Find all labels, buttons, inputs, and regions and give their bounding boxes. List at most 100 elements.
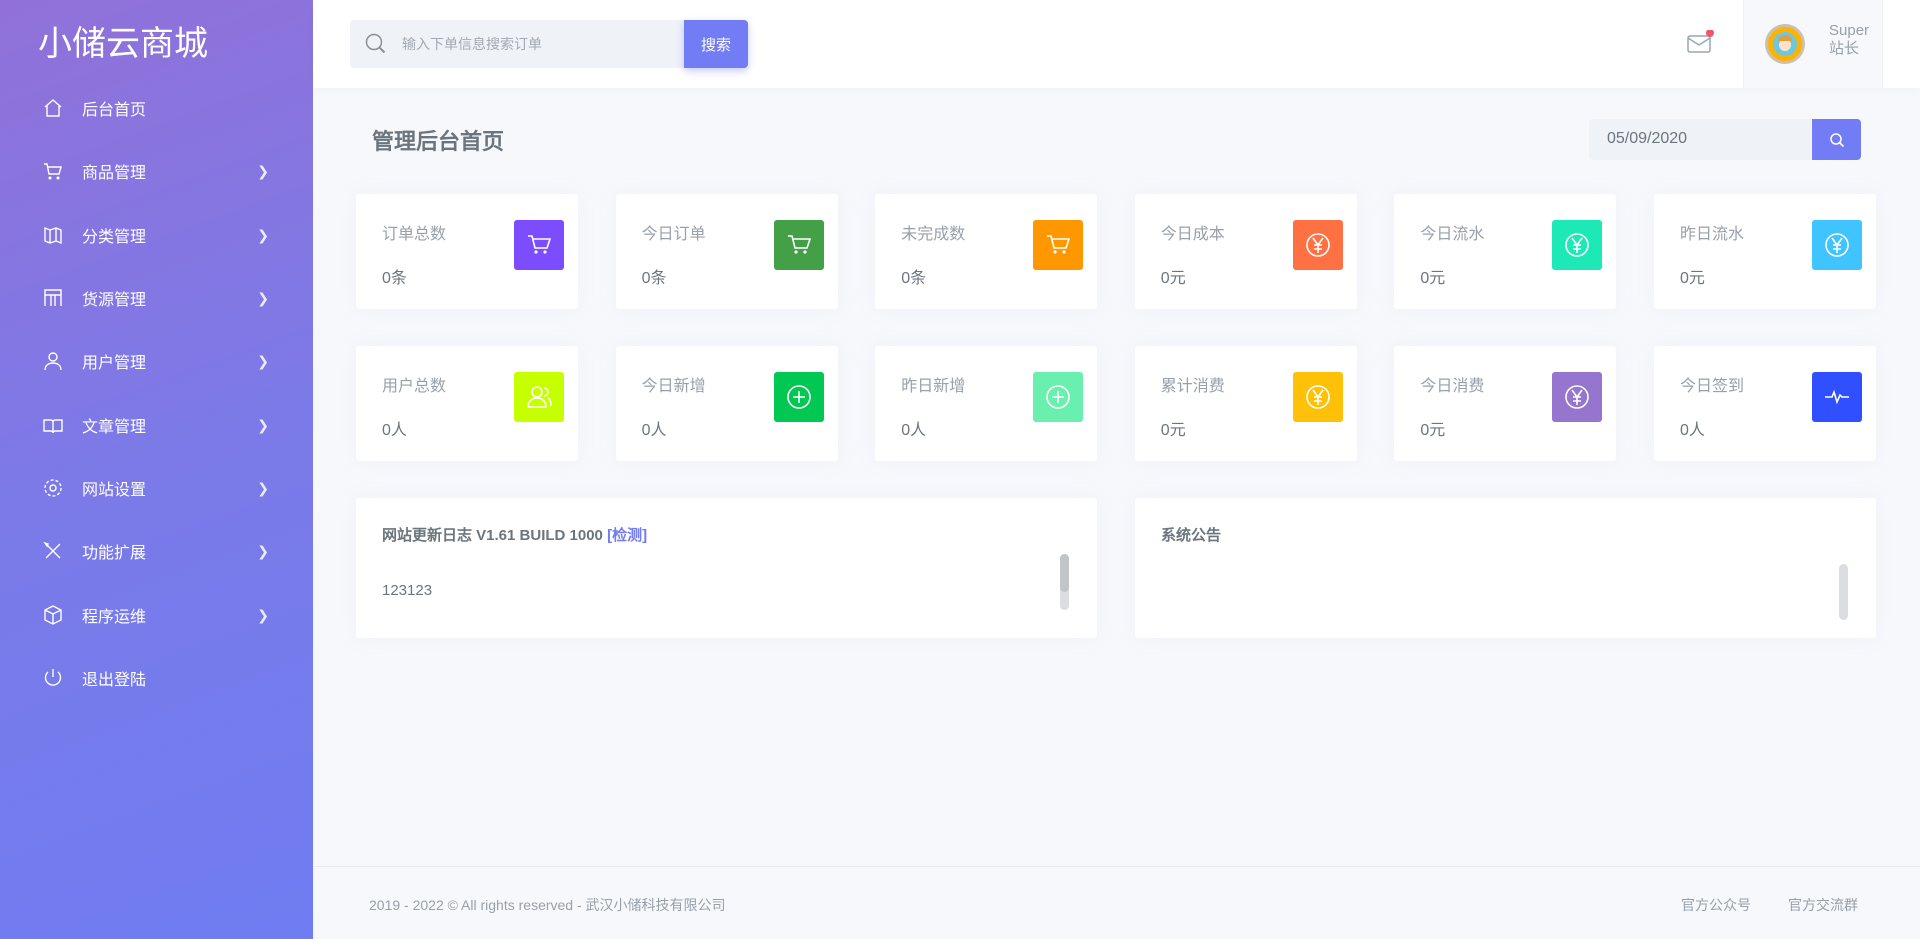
user-role: 站长 [1829, 40, 1860, 57]
cart-icon [42, 160, 64, 182]
stat-value: 0人 [382, 422, 407, 439]
yen-icon [1552, 372, 1603, 422]
stat-label: 订单总数 [382, 226, 447, 243]
map-icon [42, 224, 64, 246]
stat-label: 今日签到 [1680, 378, 1745, 395]
stat-label: 今日消费 [1420, 378, 1485, 395]
chevron-right-icon: ❯ [257, 606, 269, 623]
user-menu[interactable]: Super 站长 [1743, 0, 1883, 88]
search-icon [365, 33, 386, 54]
stat-card: 今日成本 0元 [1134, 194, 1357, 309]
stat-label: 用户总数 [382, 378, 447, 395]
stat-value: 0人 [1680, 422, 1705, 439]
sidebar-item-4[interactable]: 用户管理 ❯ [0, 336, 313, 386]
yen-icon [1552, 220, 1603, 270]
stat-label: 今日订单 [641, 226, 706, 243]
stat-card: 今日订单 0条 [615, 194, 838, 309]
chevron-right-icon: ❯ [257, 352, 269, 369]
stat-value: 0条 [382, 270, 407, 287]
sidebar-item-2[interactable]: 分类管理 ❯ [0, 210, 313, 260]
check-update-link[interactable]: [检测] [607, 527, 648, 544]
stat-card: 昨日流水 0元 [1654, 194, 1876, 309]
footer-link-wechat[interactable]: 官方公众号 [1681, 897, 1751, 913]
stat-value: 0条 [901, 270, 927, 287]
sidebar-item-0[interactable]: 后台首页 [0, 83, 313, 133]
stat-card: 今日消费 0元 [1394, 346, 1617, 461]
chevron-right-icon: ❯ [257, 289, 269, 306]
stat-value: 0人 [641, 422, 667, 439]
top-header: 输入下单信息搜索订单 搜索 Super 站长 [313, 0, 1920, 88]
stat-label: 今日流水 [1420, 226, 1485, 243]
yen-icon [1812, 220, 1862, 270]
stat-value: 0元 [1420, 422, 1446, 439]
user-name: Super [1829, 22, 1870, 39]
date-picker-input[interactable]: 05/09/2020 [1589, 119, 1811, 160]
sidebar-item-label: 后台首页 [82, 102, 147, 119]
stat-label: 昨日流水 [1680, 226, 1745, 243]
notice-title: 系统公告 [1161, 527, 1222, 544]
gear-icon [42, 477, 64, 499]
chevron-right-icon: ❯ [257, 542, 269, 559]
sidebar-item-label: 程序运维 [82, 609, 147, 626]
search-icon [1829, 132, 1844, 147]
sidebar-item-label: 用户管理 [82, 355, 147, 372]
home-icon [42, 97, 64, 119]
cart-icon [773, 220, 824, 270]
stat-card: 昨日新增 0人 [875, 346, 1098, 461]
chevron-right-icon: ❯ [257, 416, 269, 433]
sidebar-item-label: 文章管理 [82, 419, 147, 436]
sidebar-item-6[interactable]: 网站设置 ❯ [0, 463, 313, 513]
order-search-input[interactable]: 输入下单信息搜索订单 [350, 20, 684, 68]
stat-value: 0元 [1680, 270, 1705, 287]
box-icon [42, 604, 64, 626]
stat-card: 今日流水 0元 [1394, 194, 1617, 309]
pulse-icon [1812, 372, 1862, 422]
copyright: 2019 - 2022 © All rights reserved - 武汉小储… [369, 897, 726, 913]
book-icon [42, 414, 64, 436]
changelog-title: 网站更新日志 V1.61 BUILD 1000 [382, 527, 603, 544]
scrollbar[interactable] [1839, 564, 1848, 620]
yen-icon [1292, 372, 1343, 422]
sidebar-item-label: 货源管理 [82, 292, 147, 309]
notice-panel: 系统公告 [1135, 498, 1876, 638]
stat-label: 昨日新增 [901, 378, 966, 395]
scrollbar[interactable] [1060, 554, 1069, 610]
sidebar-item-3[interactable]: 货源管理 ❯ [0, 273, 313, 323]
sidebar-item-label: 商品管理 [82, 165, 147, 182]
brand-logo[interactable]: 小储云商城 [38, 25, 208, 63]
users-icon [514, 372, 564, 422]
stat-value: 0元 [1420, 270, 1446, 287]
stat-card: 未完成数 0条 [875, 194, 1098, 309]
sidebar-item-5[interactable]: 文章管理 ❯ [0, 400, 313, 450]
stat-label: 今日成本 [1160, 226, 1225, 243]
cart-icon [1033, 220, 1084, 270]
notification-button[interactable] [1686, 29, 1716, 60]
chevron-right-icon: ❯ [257, 226, 269, 243]
sidebar-item-1[interactable]: 商品管理 ❯ [0, 146, 313, 196]
search-button[interactable]: 搜索 [684, 20, 748, 68]
sidebar-item-7[interactable]: 功能扩展 ❯ [0, 526, 313, 576]
sidebar: 小储云商城 后台首页 商品管理 ❯ 分类管理 ❯ 货源管理 ❯ 用户管理 ❯ 文章管理 ❯ 网站设置 ❯… [0, 0, 313, 939]
sidebar-item-8[interactable]: 程序运维 ❯ [0, 590, 313, 640]
user-icon [42, 350, 64, 372]
chevron-right-icon: ❯ [257, 479, 269, 496]
power-icon [42, 667, 64, 689]
footer-link-group[interactable]: 官方交流群 [1788, 897, 1858, 913]
stat-card: 今日签到 0人 [1654, 346, 1876, 461]
stat-card: 用户总数 0人 [356, 346, 578, 461]
sidebar-item-label: 分类管理 [82, 229, 147, 246]
changelog-panel: 网站更新日志 V1.61 BUILD 1000 [检测] 123123 [356, 498, 1097, 638]
stat-value: 0条 [641, 270, 667, 287]
stat-label: 累计消费 [1160, 378, 1225, 395]
stat-value: 0元 [1160, 422, 1186, 439]
stat-value: 0人 [901, 422, 927, 439]
stat-label: 今日新增 [641, 378, 706, 395]
plus-circle-icon [773, 372, 824, 422]
yen-icon [1292, 220, 1343, 270]
avatar [1765, 24, 1805, 64]
footer: 2019 - 2022 © All rights reserved - 武汉小储… [313, 866, 1920, 939]
sidebar-item-9[interactable]: 退出登陆 [0, 653, 313, 703]
date-search-button[interactable] [1812, 119, 1861, 160]
tools-icon [42, 540, 64, 562]
chevron-right-icon: ❯ [257, 162, 269, 179]
